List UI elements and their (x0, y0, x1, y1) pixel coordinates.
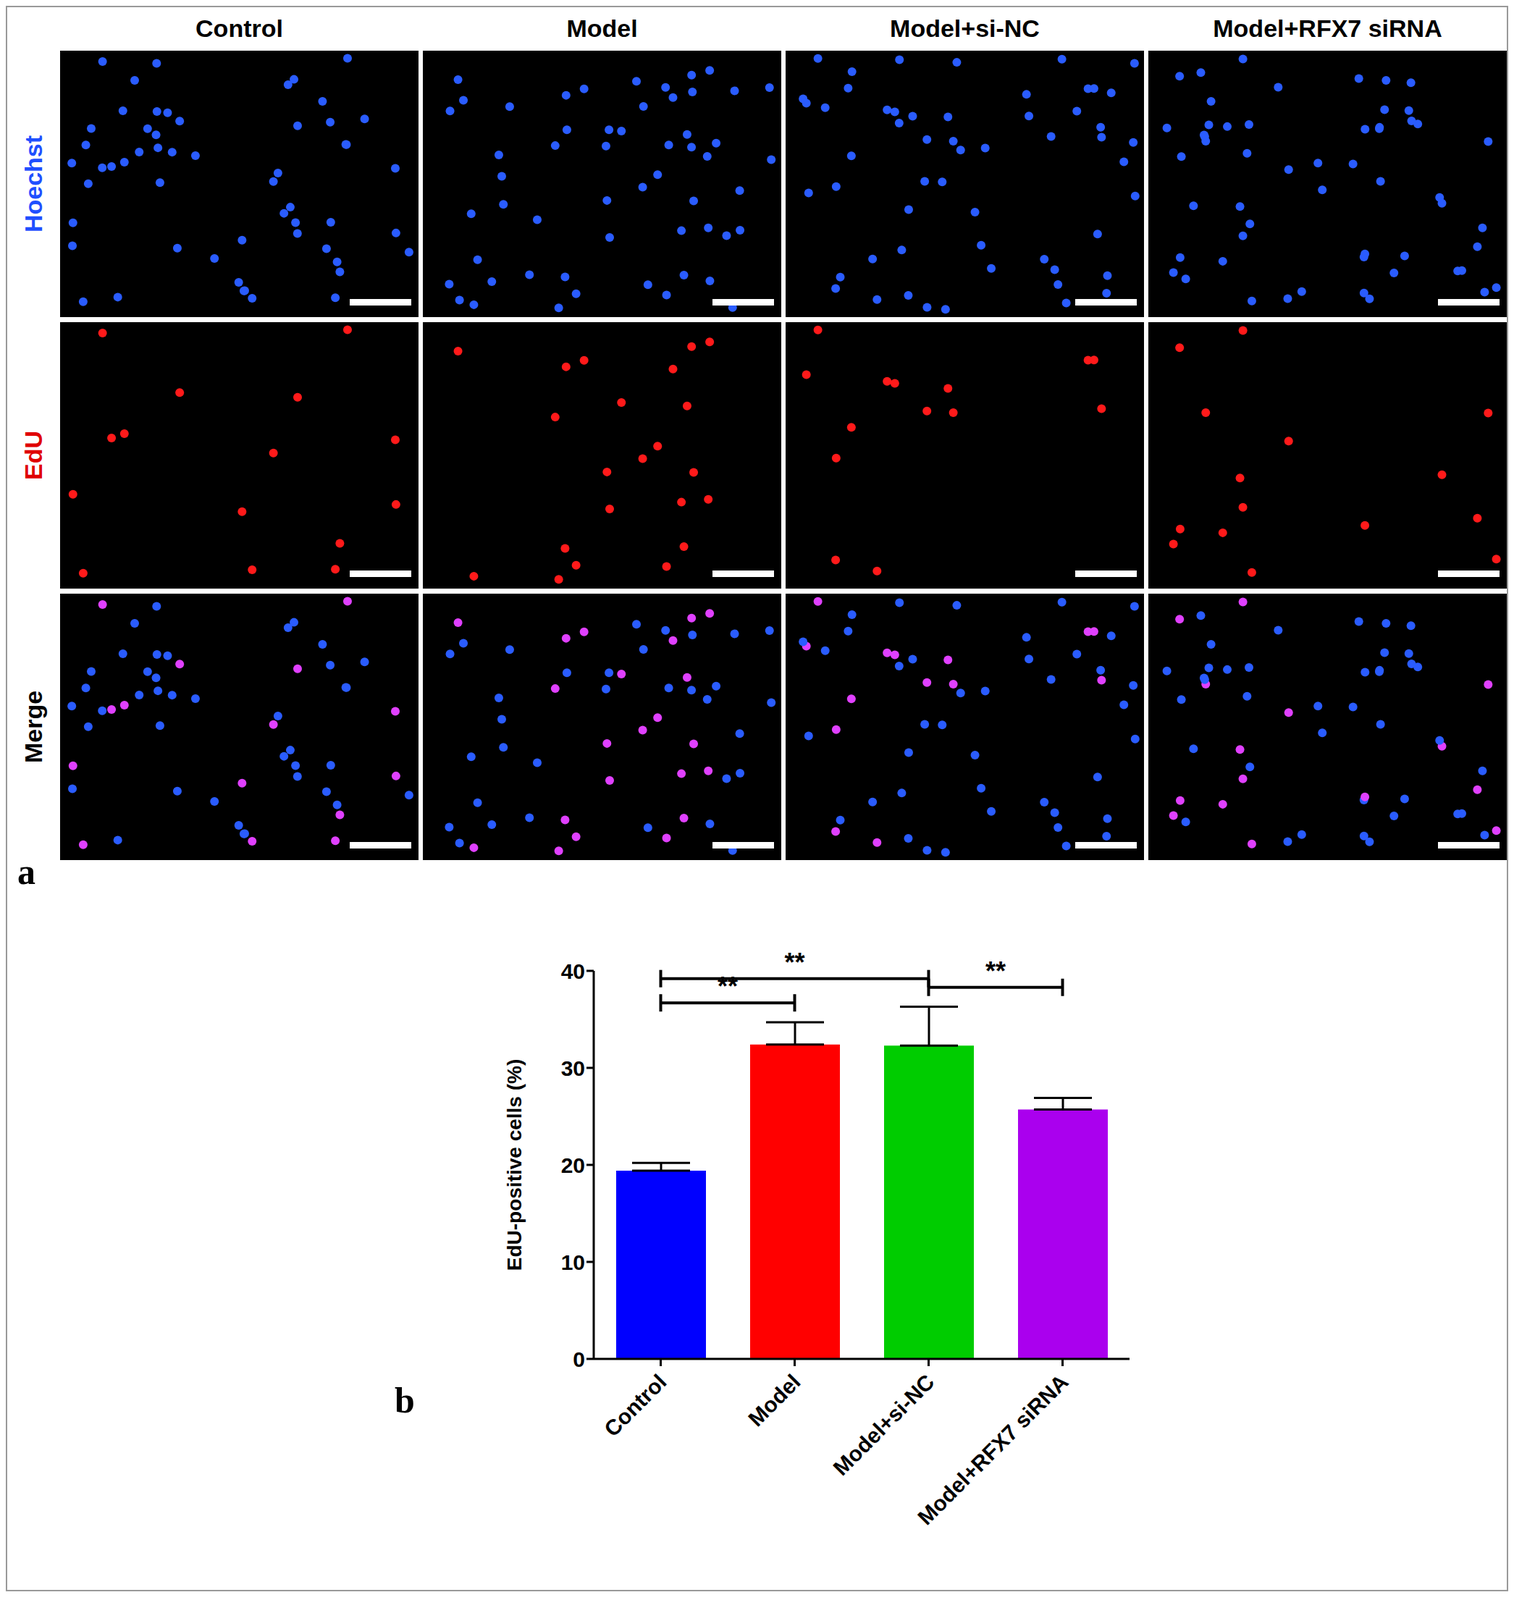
svg-text:Model+si-NC: Model+si-NC (828, 1369, 939, 1480)
html-text:EdU: EdU (19, 430, 47, 481)
svg-text:EdU-positive cells (%): EdU-positive cells (%) (503, 1059, 526, 1272)
svg-text:Control: Control (599, 1369, 672, 1442)
html-text:a: a (17, 851, 36, 893)
svg-text:**: ** (784, 947, 805, 978)
svg-text:**: ** (717, 971, 738, 1002)
svg-text:10: 10 (561, 1250, 586, 1275)
svg-text:Model: Model (743, 1369, 806, 1432)
html-text:b: b (394, 1380, 415, 1421)
html-text:Model: Model (566, 14, 638, 42)
svg-text:0: 0 (572, 1347, 586, 1372)
svg-text:40: 40 (561, 959, 586, 984)
svg-text:Model+RFX7 siRNA: Model+RFX7 siRNA (913, 1369, 1074, 1530)
html-text:Model+RFX7 siRNA: Model+RFX7 siRNA (1213, 14, 1443, 42)
svg-text:**: ** (985, 956, 1006, 987)
svg-text:20: 20 (561, 1153, 586, 1178)
html-text:Merge: Merge (19, 690, 47, 764)
svg-text:30: 30 (561, 1056, 586, 1081)
html-text:Hoechst: Hoechst (19, 135, 47, 233)
html-text:Model+si-NC: Model+si-NC (889, 14, 1040, 42)
html-text:Control: Control (195, 14, 284, 42)
